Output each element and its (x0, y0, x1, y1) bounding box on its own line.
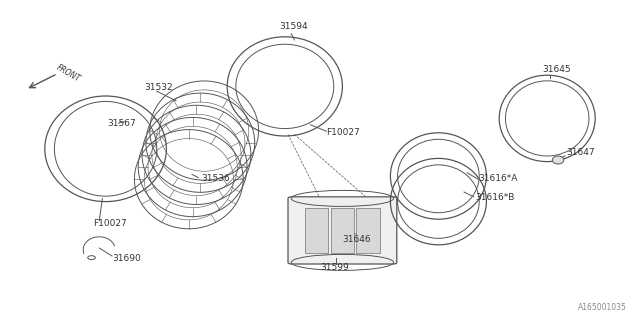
Text: F10027: F10027 (326, 128, 360, 137)
Text: A165001035: A165001035 (579, 303, 627, 312)
Text: 31536: 31536 (202, 174, 230, 183)
Text: 31647: 31647 (566, 148, 595, 157)
Text: F10027: F10027 (93, 219, 127, 228)
Text: 31599: 31599 (320, 263, 349, 272)
Text: 31645: 31645 (542, 65, 571, 74)
Text: 31616*A: 31616*A (479, 174, 518, 183)
Bar (356, 208, 380, 253)
Bar (305, 208, 328, 253)
Bar (331, 208, 354, 253)
Text: FRONT: FRONT (54, 63, 81, 84)
Text: 31616*B: 31616*B (475, 193, 515, 202)
Text: 31567: 31567 (108, 119, 136, 128)
Text: 31646: 31646 (342, 235, 371, 244)
Text: 31532: 31532 (144, 83, 173, 92)
Text: 31690: 31690 (112, 254, 141, 263)
Ellipse shape (552, 156, 564, 164)
Text: 31594: 31594 (280, 22, 308, 31)
FancyBboxPatch shape (288, 197, 397, 264)
